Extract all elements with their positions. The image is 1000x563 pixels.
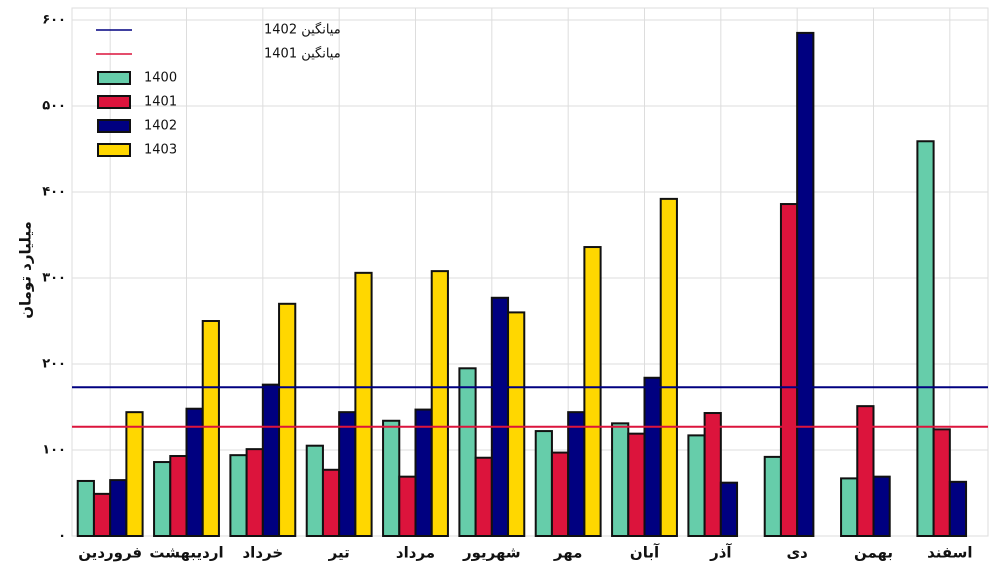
bar: [338, 411, 357, 537]
bar: [948, 480, 968, 538]
plot-area: [71, 7, 989, 537]
legend-label: 1403: [144, 143, 177, 158]
legend-label: میانگین 1402: [264, 22, 341, 38]
bar: [229, 454, 248, 537]
x-tick-label: اسفند: [927, 544, 972, 562]
legend-swatch: [97, 71, 131, 85]
legend-swatch: [97, 143, 131, 157]
bar: [153, 461, 172, 538]
bar: [474, 456, 493, 537]
bar: [201, 320, 220, 537]
bar: [611, 422, 630, 537]
x-tick-label: تیر: [328, 544, 350, 562]
x-tick-label: شهریور: [462, 544, 521, 562]
y-axis-label: میلیارد تومان: [17, 221, 35, 319]
bar: [583, 246, 602, 537]
x-tick-label: مهر: [553, 544, 583, 562]
bar: [796, 31, 815, 538]
bar: [76, 479, 95, 537]
bar: [703, 412, 722, 537]
y-tick-label: ۵۰۰: [42, 99, 66, 114]
bar: [382, 419, 401, 538]
bar: [872, 475, 891, 538]
bar: [932, 428, 951, 537]
bar: [305, 444, 324, 538]
bar: [779, 203, 799, 537]
bar: [398, 475, 417, 538]
y-tick-label: ۴۰۰: [42, 185, 66, 200]
y-tick-label: ۲۰۰: [42, 357, 66, 372]
x-tick-label: دی: [786, 544, 808, 562]
bar: [430, 270, 449, 537]
x-tick-label: مرداد: [396, 544, 435, 562]
bar: [763, 455, 782, 538]
bar: [840, 477, 859, 538]
bar: [719, 481, 739, 537]
legend-label: 1400: [144, 71, 177, 86]
bar: [125, 411, 144, 537]
bar: [643, 376, 662, 538]
y-tick-label: ۱۰۰: [42, 443, 66, 458]
bar: [856, 405, 875, 538]
bar: [687, 434, 706, 538]
bar: [109, 479, 128, 538]
bar: [92, 492, 112, 537]
x-tick-label: آذر: [709, 544, 732, 562]
bar: [354, 271, 373, 537]
x-tick-label: فروردین: [78, 544, 142, 562]
bar: [534, 430, 553, 537]
x-tick-label: آبان: [630, 544, 660, 562]
bar: [916, 140, 935, 537]
bar: [321, 468, 341, 537]
bar: [567, 411, 586, 537]
bar: [507, 311, 526, 537]
legend-label: 1402: [144, 119, 177, 134]
bar: [414, 408, 433, 537]
bar: [659, 197, 678, 537]
bar: [185, 407, 204, 537]
y-tick-label: ۶۰۰: [42, 13, 66, 28]
bar: [278, 302, 297, 537]
x-tick-label: خرداد: [242, 544, 283, 562]
bar: [261, 383, 281, 538]
x-tick-label: اردیبهشت: [149, 544, 223, 562]
bar: [169, 455, 188, 537]
y-tick-label: ۳۰۰: [42, 271, 66, 286]
bar: [490, 296, 510, 537]
bar: [550, 451, 570, 537]
x-tick-label: بهمن: [854, 544, 893, 562]
bar: [245, 448, 264, 538]
legend-swatch: [97, 119, 131, 133]
bar: [458, 367, 477, 537]
legend-label: 1401: [144, 95, 177, 110]
legend-swatch: [97, 95, 131, 109]
y-tick-label: ۰: [58, 529, 66, 544]
legend-label: میانگین 1401: [264, 46, 341, 62]
bar: [627, 432, 646, 537]
